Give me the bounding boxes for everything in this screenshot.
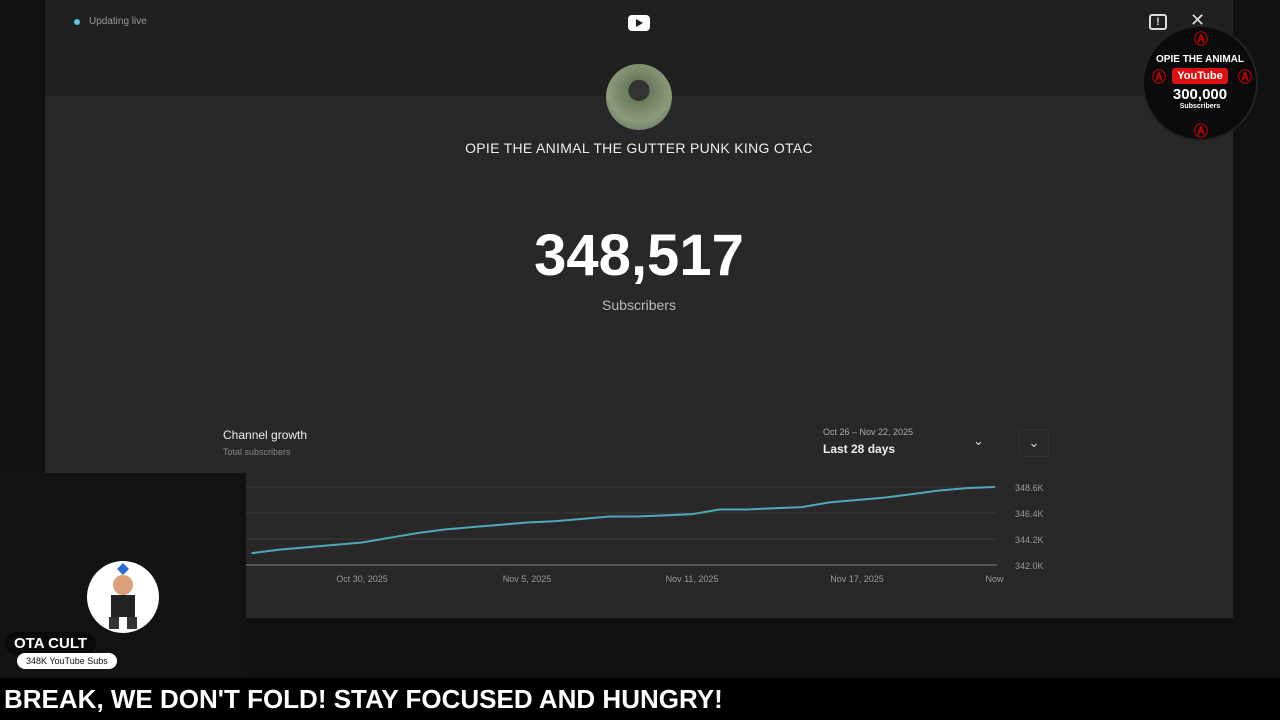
- x-tick-label: Nov 5, 2025: [503, 574, 552, 584]
- data-point: [663, 514, 666, 517]
- chart-options-button[interactable]: ⌄: [1019, 429, 1049, 457]
- data-point: [828, 501, 831, 504]
- data-point: [938, 489, 941, 492]
- data-point: [801, 506, 803, 508]
- y-tick-label: 348.6K: [1015, 483, 1044, 493]
- badge-label: Subscribers: [1179, 103, 1221, 110]
- chevron-down-icon[interactable]: ⌄: [973, 433, 984, 448]
- badge-count: 300,000: [1172, 86, 1228, 103]
- data-point: [581, 518, 583, 520]
- data-point: [883, 496, 886, 499]
- x-tick-label: Now: [985, 574, 1004, 584]
- badge-youtube-logo: YouTube: [1172, 68, 1228, 84]
- data-point: [471, 526, 473, 528]
- data-point: [993, 486, 996, 488]
- data-point: [306, 546, 308, 549]
- ticker-text: BREAK, WE DON'T FOLD! STAY FOCUSED AND H…: [0, 678, 1280, 720]
- overlay-name: OTA CULT: [5, 632, 97, 655]
- x-tick-label: Oct 30, 2025: [336, 574, 388, 584]
- y-tick-label: 344.2K: [1015, 535, 1044, 545]
- data-point: [388, 537, 391, 539]
- subscriber-label: Subscribers: [602, 297, 676, 313]
- youtube-logo-icon: [628, 15, 650, 31]
- milestone-badge: Ⓐ Ⓐ Ⓐ Ⓐ OPIE THE ANIMAL YouTube 300,000 Sub…: [1142, 25, 1258, 141]
- data-point: [773, 507, 776, 510]
- data-point: [966, 487, 968, 489]
- data-point: [333, 544, 336, 546]
- live-dot-icon: [74, 18, 80, 25]
- data-point: [718, 508, 721, 511]
- data-point: [526, 521, 528, 524]
- live-label: Updating live: [89, 16, 147, 27]
- date-range: Oct 26 – Nov 22, 2025: [823, 427, 914, 437]
- ota-cult-avatar: [87, 561, 159, 633]
- chart-subtitle: Total subscribers: [223, 447, 291, 457]
- subscriber-count: 348,517: [534, 223, 744, 288]
- data-point: [911, 493, 913, 495]
- y-tick-label: 342.0K: [1015, 561, 1044, 571]
- live-status: Updating live: [74, 16, 147, 27]
- overlay-subs: 348K YouTube Subs: [17, 653, 117, 669]
- x-tick-label: Nov 11, 2025: [666, 574, 719, 584]
- data-point: [278, 548, 281, 551]
- x-tick-label: Nov 17, 2025: [830, 574, 884, 584]
- data-point: [636, 515, 638, 518]
- data-point: [498, 524, 501, 526]
- feedback-icon[interactable]: !: [1149, 14, 1167, 30]
- channel-avatar: [606, 64, 672, 130]
- data-point: [746, 508, 748, 511]
- data-point: [553, 520, 556, 523]
- badge-title: OPIE THE ANIMAL: [1156, 54, 1244, 65]
- data-point: [361, 541, 363, 544]
- chart-title: Channel growth: [223, 428, 308, 442]
- channel-name: OPIE THE ANIMAL THE GUTTER PUNK KING OTA…: [465, 140, 813, 156]
- data-point: [251, 552, 253, 554]
- data-point: [416, 532, 418, 534]
- data-point: [691, 513, 693, 515]
- data-point: [443, 528, 446, 531]
- growth-chart: 348.6K 346.4K 344.2K 342.0K Oct 30, 2025 Nov …: [246, 483, 1044, 584]
- data-point: [608, 515, 611, 518]
- series-line: [251, 486, 995, 555]
- y-tick-label: 346.4K: [1015, 509, 1044, 519]
- data-point: [856, 499, 858, 501]
- range-select[interactable]: Last 28 days: [823, 442, 896, 456]
